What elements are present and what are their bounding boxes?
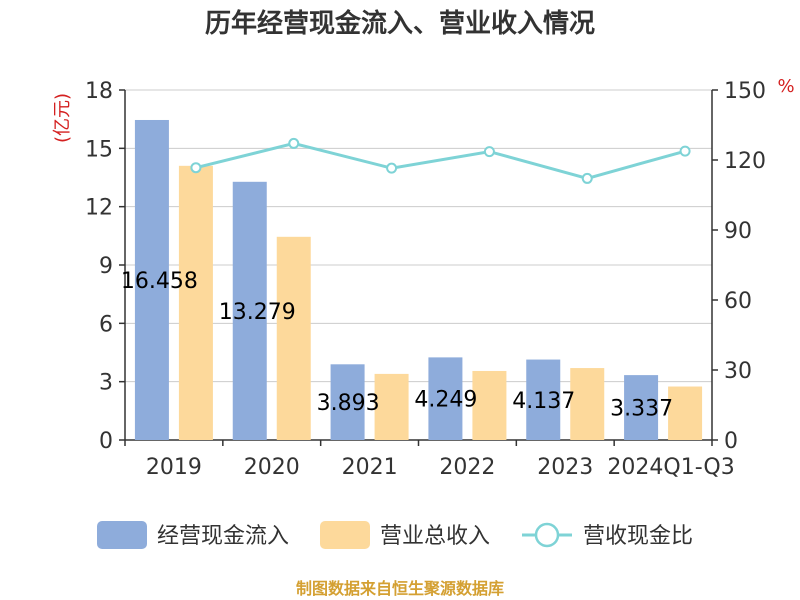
right-tick-label: 60 [724, 289, 752, 314]
bar-1 [374, 373, 409, 440]
left-axis-unit: (亿元) [52, 93, 73, 143]
ratio-line [190, 137, 691, 184]
legend-swatch-ratio-marker [534, 522, 560, 548]
bar-0 [330, 364, 365, 440]
right-tick-label: 0 [724, 429, 738, 454]
ratio-line-point [483, 146, 495, 158]
x-tick-label: 2022 [439, 455, 495, 480]
axes: 0 3 6 9 12 15 18 0 30 60 90 120 150 2019 2020 2021 2022 2… [85, 79, 766, 480]
right-tick-label: 90 [724, 219, 752, 244]
chart-title: 历年经营现金流入、营业收入情况 [205, 8, 595, 39]
bar-0 [232, 181, 267, 440]
bar-value-label: 3.893 [317, 391, 380, 416]
bar-1 [668, 386, 703, 440]
right-axis-unit: % [777, 76, 794, 97]
bar-0 [624, 375, 659, 440]
left-tick-label: 12 [85, 196, 113, 221]
bar-0 [134, 119, 169, 440]
right-tick-label: 30 [724, 359, 752, 384]
right-tick-label: 120 [724, 149, 766, 174]
legend-label-cashflow: 经营现金流入 [157, 524, 289, 549]
bars [134, 119, 703, 441]
bar-1 [570, 368, 605, 440]
x-tick-label: 2023 [537, 455, 593, 480]
left-tick-label: 18 [85, 79, 113, 104]
left-tick-label: 9 [99, 254, 113, 279]
bar-0 [526, 359, 561, 440]
bar-1 [472, 370, 507, 440]
bar-value-label: 16.458 [121, 269, 198, 294]
ratio-line-point [679, 145, 691, 157]
ratio-line-point [581, 172, 593, 184]
left-tick-label: 3 [99, 371, 113, 396]
x-tick-label: 2021 [342, 455, 398, 480]
bar-value-label: 13.279 [219, 300, 296, 325]
ratio-line-point [386, 162, 398, 174]
x-tick-label: 2024Q1-Q3 [607, 455, 734, 480]
bar-value-label: 4.249 [414, 388, 477, 413]
legend-label-ratio: 营收现金比 [583, 524, 693, 549]
bar-value-label: 4.137 [512, 389, 575, 414]
left-tick-label: 6 [99, 312, 113, 337]
source-note: 制图数据来自恒生聚源数据库 [296, 579, 504, 598]
data-labels: 16.458 13.279 3.893 4.249 4.137 3.337 [121, 269, 673, 422]
ratio-line-point [288, 137, 300, 149]
grid-lines [125, 89, 712, 441]
x-tick-label: 2020 [244, 455, 300, 480]
ratio-line-path [195, 141, 686, 180]
legend: 经营现金流入 营业总收入 营收现金比 [97, 521, 693, 549]
legend-swatch-revenue [320, 521, 370, 549]
bar-0 [428, 357, 463, 440]
x-tick-label: 2019 [146, 455, 202, 480]
bar-1 [178, 165, 213, 441]
ratio-line-point [190, 162, 202, 174]
bar-value-label: 3.337 [610, 397, 673, 422]
bar-1 [276, 236, 311, 440]
legend-swatch-cashflow [97, 521, 147, 549]
legend-label-revenue: 营业总收入 [380, 524, 490, 549]
left-tick-label: 15 [85, 137, 113, 162]
left-tick-label: 0 [99, 429, 113, 454]
right-tick-label: 150 [724, 79, 766, 104]
